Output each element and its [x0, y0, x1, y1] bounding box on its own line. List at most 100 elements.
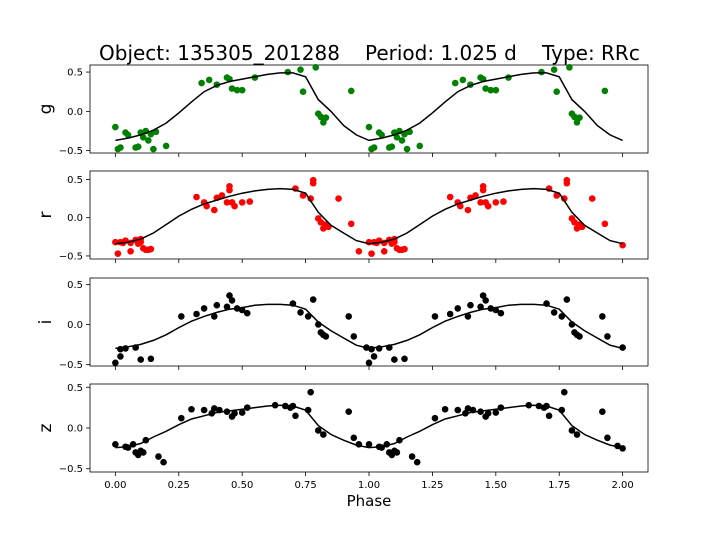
- data-point: [368, 250, 375, 257]
- data-point: [297, 66, 304, 74]
- data-point: [571, 218, 578, 226]
- x-tick-label: 1.50: [485, 480, 507, 491]
- panel-r: −0.5 0.0 0.5 r: [36, 170, 649, 263]
- y-tick-label: −0.5: [59, 464, 83, 475]
- data-point: [210, 405, 218, 412]
- x-tick-label: 1.25: [421, 480, 443, 491]
- panel-i: −0.5 0.0 0.5 i: [36, 277, 649, 371]
- data-point: [137, 356, 145, 363]
- data-point: [472, 192, 479, 199]
- y-axis-label-i: i: [36, 320, 56, 325]
- data-point: [210, 206, 218, 214]
- data-point: [464, 405, 472, 412]
- data-point: [545, 412, 553, 420]
- data-point: [284, 68, 292, 76]
- y-axis-label-r: r: [36, 212, 56, 219]
- data-point: [568, 427, 576, 434]
- data-point: [479, 186, 487, 194]
- data-point: [378, 131, 385, 139]
- data-point: [188, 405, 195, 413]
- data-point: [457, 202, 464, 210]
- x-tick-label: 0.25: [168, 480, 190, 491]
- x-tick-label: 0.00: [104, 480, 126, 491]
- data-point: [145, 137, 152, 144]
- data-point: [446, 193, 454, 201]
- data-point: [553, 88, 560, 96]
- data-point: [307, 195, 314, 202]
- data-point: [203, 202, 210, 210]
- y-tick-label: −0.5: [59, 251, 83, 262]
- data-point: [147, 245, 155, 253]
- data-point: [213, 301, 221, 309]
- data-point: [492, 409, 500, 416]
- data-point: [117, 353, 124, 360]
- data-point: [365, 123, 373, 131]
- data-point: [150, 145, 157, 153]
- data-point: [304, 313, 312, 320]
- data-point: [416, 142, 424, 150]
- data-point: [345, 408, 353, 416]
- data-point: [350, 434, 358, 442]
- data-point: [573, 431, 581, 438]
- model-curve: [115, 187, 623, 245]
- data-point: [558, 313, 566, 320]
- data-point: [322, 333, 330, 340]
- data-point: [355, 248, 363, 255]
- data-point: [317, 113, 325, 121]
- data-point: [446, 310, 454, 318]
- data-point: [368, 345, 375, 353]
- data-point: [210, 313, 218, 320]
- data-point: [200, 305, 208, 312]
- data-point: [124, 131, 132, 139]
- data-point: [459, 76, 467, 84]
- data-point: [299, 192, 307, 199]
- data-point: [238, 409, 246, 416]
- data-point: [200, 406, 208, 414]
- data-point: [601, 87, 609, 95]
- data-point: [380, 248, 388, 255]
- data-point: [566, 64, 573, 71]
- data-point: [228, 297, 236, 304]
- x-tick-label: 0.75: [294, 480, 316, 491]
- panel-g: −0.5 0.0 0.5 g: [36, 64, 649, 157]
- y-axis-label-g: g: [36, 104, 56, 115]
- data-point: [454, 406, 462, 414]
- data-point: [233, 86, 241, 94]
- data-point: [139, 133, 147, 141]
- data-point: [347, 220, 355, 228]
- data-point: [365, 359, 373, 367]
- data-point: [223, 199, 231, 206]
- data-point: [393, 449, 401, 456]
- data-point: [350, 333, 358, 340]
- data-point: [538, 68, 545, 76]
- title-object: Object: 135305_201288: [99, 41, 340, 65]
- data-point: [482, 85, 489, 92]
- data-point: [238, 86, 246, 94]
- data-point: [451, 79, 459, 87]
- x-tick-label: 0.50: [231, 480, 253, 491]
- data-point: [563, 296, 571, 303]
- panel-z: −0.5 0.0 0.5 0.00 0.25 0.50 0.75 1.00 1.25 1.50 1.…: [36, 383, 649, 491]
- data-point: [317, 218, 325, 226]
- x-tick-label: 1.75: [548, 480, 570, 491]
- data-point: [178, 313, 185, 320]
- data-point: [477, 199, 484, 206]
- y-tick-label: 0.0: [67, 213, 83, 224]
- data-point: [127, 248, 134, 255]
- y-tick-label: 0.5: [67, 383, 83, 394]
- data-point: [454, 305, 462, 312]
- data-point: [345, 313, 353, 320]
- data-point: [497, 309, 505, 317]
- data-point: [347, 87, 355, 95]
- data-point: [441, 405, 449, 413]
- data-point: [588, 195, 596, 202]
- data-point: [477, 303, 484, 311]
- data-point: [243, 309, 251, 317]
- data-point: [193, 310, 200, 318]
- data-point: [604, 434, 611, 442]
- data-point: [431, 414, 439, 422]
- y-tick-label: 0.0: [67, 320, 83, 331]
- data-point: [561, 195, 568, 202]
- data-point: [550, 309, 558, 316]
- data-point: [139, 449, 147, 456]
